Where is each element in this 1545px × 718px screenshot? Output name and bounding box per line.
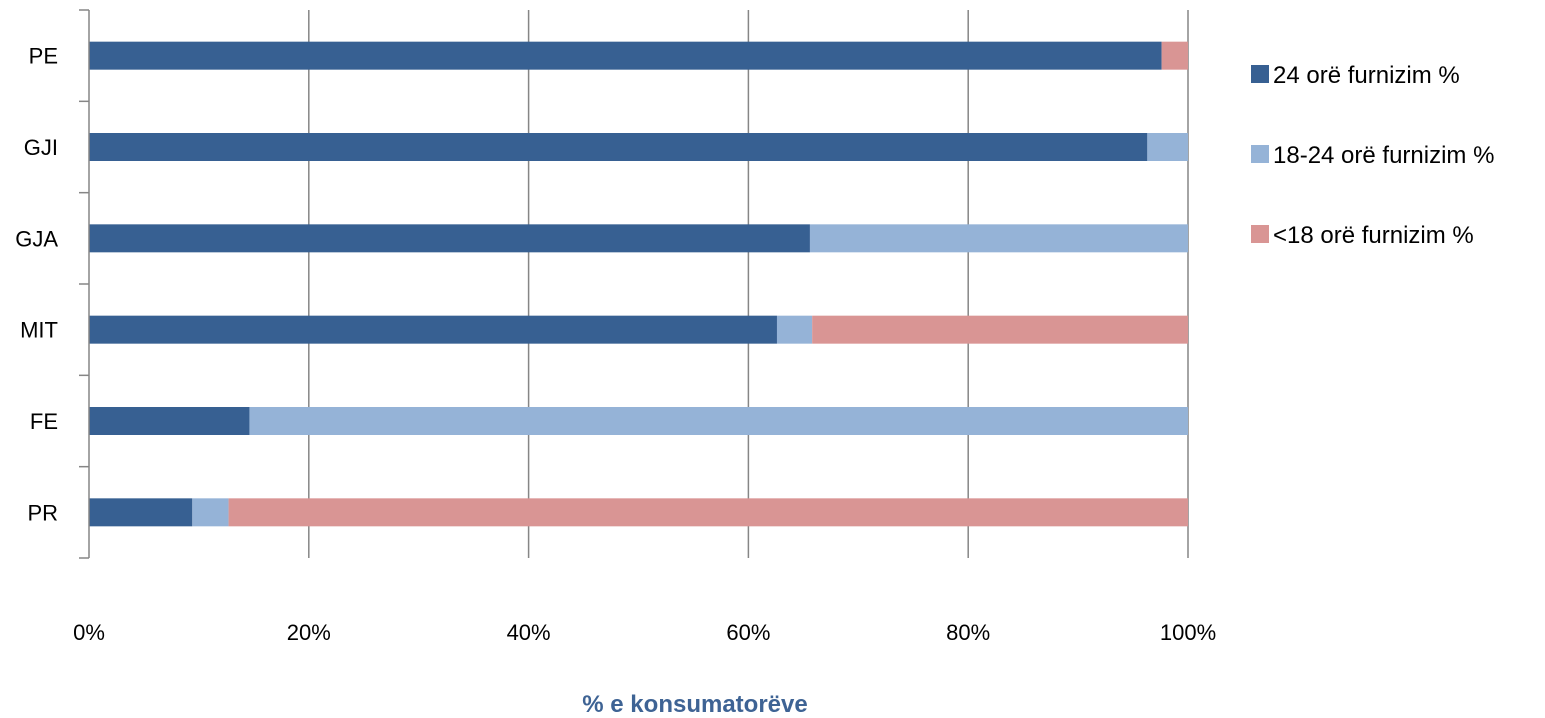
category-labels: PE GJI GJA MIT FE PR bbox=[15, 44, 58, 526]
category-label: PR bbox=[27, 500, 58, 525]
bar-segment bbox=[228, 498, 1188, 527]
x-tick-label: 40% bbox=[507, 620, 551, 645]
x-axis-title: % e konsumatorëve bbox=[582, 691, 807, 718]
legend: 24 orë furnizim % 18-24 orë furnizim % <18… bbox=[1251, 62, 1494, 249]
category-label: GJA bbox=[15, 226, 58, 251]
legend-label: 24 orë furnizim % bbox=[1273, 62, 1460, 89]
bar-segment bbox=[89, 133, 1148, 161]
bars bbox=[89, 41, 1189, 527]
x-tick-label: 60% bbox=[726, 620, 770, 645]
legend-label: 18-24 orë furnizim % bbox=[1273, 142, 1494, 169]
x-tick-label: 100% bbox=[1160, 620, 1216, 645]
bar-segment bbox=[89, 41, 1162, 70]
category-label: GJI bbox=[24, 135, 58, 160]
bar-segment bbox=[89, 498, 193, 527]
legend-swatch bbox=[1251, 145, 1269, 163]
bar-segment bbox=[89, 407, 250, 435]
bar-segment bbox=[809, 224, 1188, 253]
x-tick-label: 0% bbox=[73, 620, 105, 645]
bar-segment bbox=[89, 315, 777, 344]
category-label: PE bbox=[29, 44, 58, 69]
bar-segment bbox=[89, 224, 810, 253]
legend-label: <18 orë furnizim % bbox=[1273, 222, 1474, 249]
axes bbox=[79, 9, 90, 559]
bar-segment bbox=[776, 315, 813, 344]
bar-segment bbox=[1161, 41, 1188, 70]
x-tick-label: 20% bbox=[287, 620, 331, 645]
legend-swatch bbox=[1251, 225, 1269, 243]
category-label: FE bbox=[30, 409, 58, 434]
bar-segment bbox=[812, 315, 1188, 344]
bar-segment bbox=[192, 498, 229, 527]
bar-segment bbox=[249, 407, 1189, 435]
x-tick-label: 80% bbox=[946, 620, 990, 645]
legend-swatch bbox=[1251, 65, 1269, 83]
x-tick-labels: 0% 20% 40% 60% 80% 100% bbox=[73, 620, 1216, 645]
category-label: MIT bbox=[20, 318, 58, 343]
grid-lines bbox=[308, 10, 1189, 558]
bar-segment bbox=[1147, 133, 1188, 161]
